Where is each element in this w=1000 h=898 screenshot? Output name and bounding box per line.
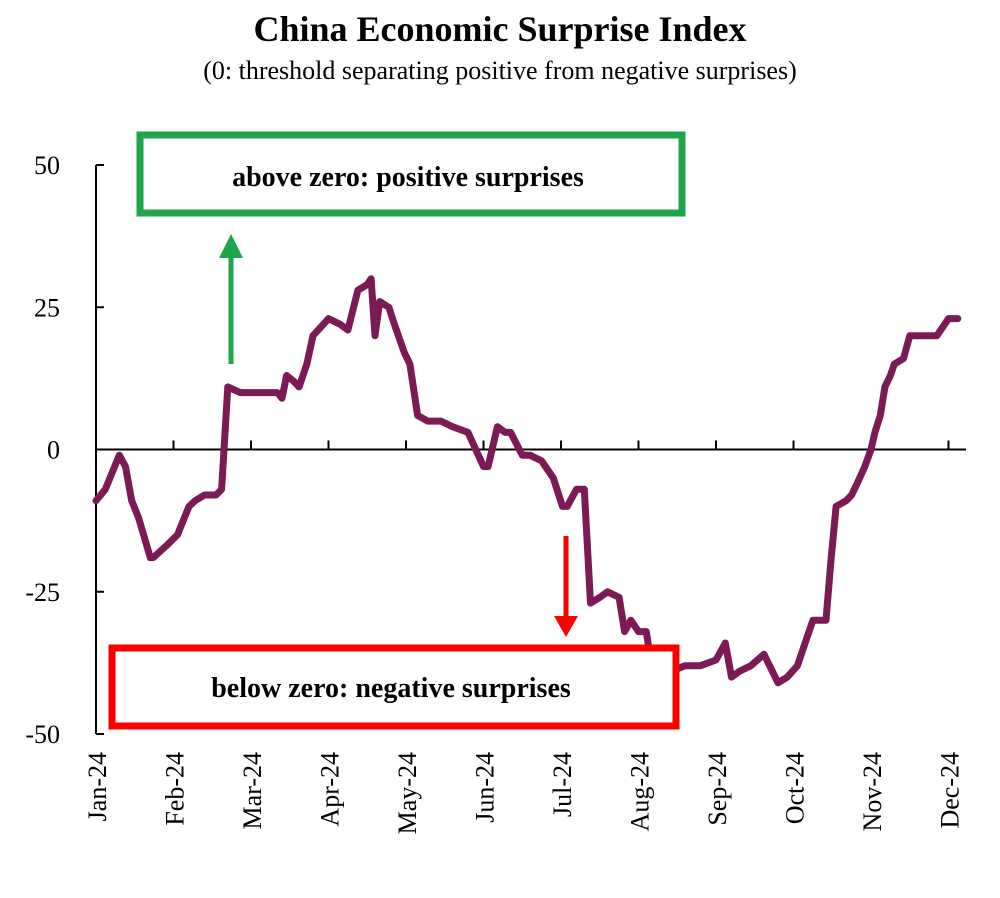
x-tick-label: Jan-24 (83, 752, 112, 821)
y-tick-label: 50 (34, 151, 60, 180)
x-axis: Jan-24 Feb-24 Mar-24 Apr-24 May-24 Jun-24 Jul-… (83, 440, 966, 834)
y-tick-label: -25 (25, 578, 60, 607)
x-tick-label: Nov-24 (858, 752, 887, 831)
y-tick-label: 0 (47, 436, 60, 465)
down-arrow-icon (554, 536, 578, 637)
x-tick-label: Sep-24 (703, 752, 732, 826)
chart-subtitle: (0: threshold separating positive from n… (203, 56, 797, 85)
x-tick-label: Jun-24 (471, 752, 500, 823)
y-tick-label: 25 (34, 293, 60, 322)
chart-title: China Economic Surprise Index (253, 9, 747, 49)
x-tick-label: Mar-24 (238, 752, 267, 829)
up-arrow-icon (219, 234, 243, 364)
y-tick-label: -50 (25, 720, 60, 749)
y-axis: 50 25 0 -25 -50 (25, 151, 104, 749)
negative-annotation-box (108, 644, 680, 730)
x-tick-label: Aug-24 (626, 752, 655, 831)
series-group (92, 275, 962, 687)
negative-annotation-label: below zero: negative surprises (211, 673, 571, 704)
x-tick-label: Feb-24 (161, 752, 190, 826)
x-tick-label: Apr-24 (316, 752, 345, 827)
positive-annotation-label: above zero: positive surprises (232, 162, 584, 193)
x-tick-label: Dec-24 (936, 752, 965, 829)
positive-annotation-box (136, 131, 686, 217)
series-line (92, 275, 962, 687)
x-tick-label: Oct-24 (781, 752, 810, 824)
x-tick-label: May-24 (393, 752, 422, 834)
x-tick-label: Jul-24 (548, 752, 577, 817)
